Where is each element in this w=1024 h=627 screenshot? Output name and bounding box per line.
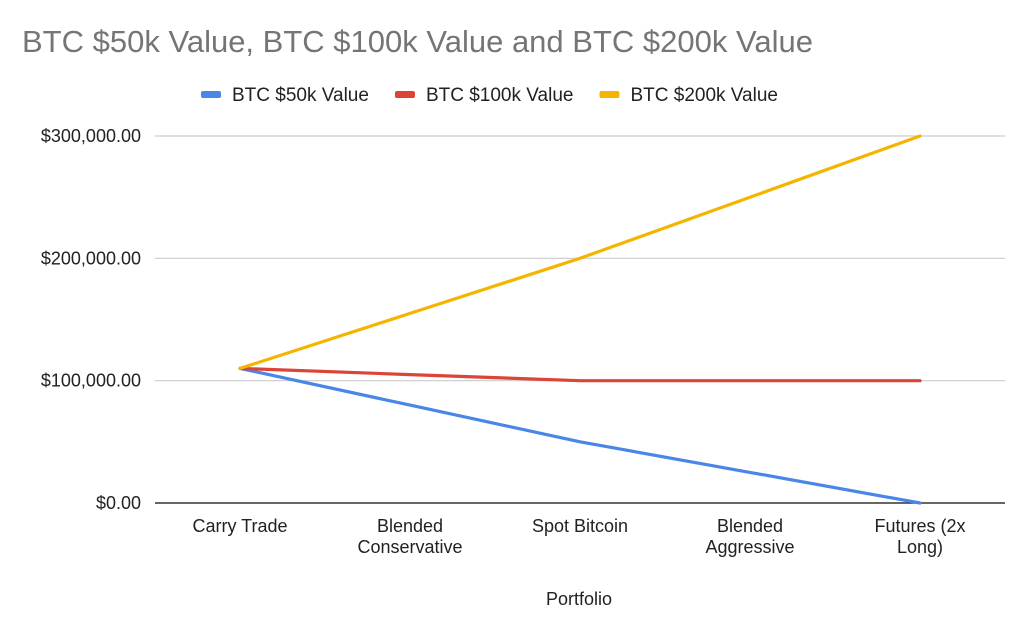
- series-line-1: [238, 366, 922, 505]
- y-tick-label: $0.00: [96, 493, 141, 513]
- x-tick-label: Spot Bitcoin: [532, 516, 628, 536]
- gridlines: [155, 135, 1005, 504]
- y-axis-ticks: $0.00 $100,000.00 $200,000.00 $300,000.00: [41, 126, 141, 513]
- legend-label: BTC $200k Value: [630, 85, 778, 106]
- legend-swatch: [201, 91, 221, 98]
- series-line-2: [238, 366, 922, 383]
- series-lines: [238, 134, 922, 505]
- series-line-3: [238, 134, 922, 370]
- x-tick-label: Blended Conservative: [357, 516, 462, 557]
- x-axis-title: Portfolio: [546, 589, 612, 609]
- x-axis-ticks: Carry Trade Blended Conservative Spot Bitco…: [192, 516, 965, 557]
- x-tick-label: Blended Aggressive: [705, 516, 794, 557]
- y-tick-label: $200,000.00: [41, 248, 141, 268]
- x-tick-label: Carry Trade: [192, 516, 287, 536]
- legend-label: BTC $50k Value: [232, 85, 369, 106]
- legend: BTC $50k Value BTC $100k Value BTC $200k V…: [201, 85, 778, 106]
- legend-swatch: [394, 91, 415, 98]
- y-tick-label: $300,000.00: [41, 126, 141, 146]
- legend-label: BTC $100k Value: [426, 85, 574, 106]
- y-tick-label: $100,000.00: [41, 371, 141, 391]
- chart-title: BTC $50k Value, BTC $100k Value and BTC …: [22, 24, 813, 59]
- x-tick-label: Futures (2x Long): [874, 516, 965, 557]
- legend-swatch: [599, 91, 620, 98]
